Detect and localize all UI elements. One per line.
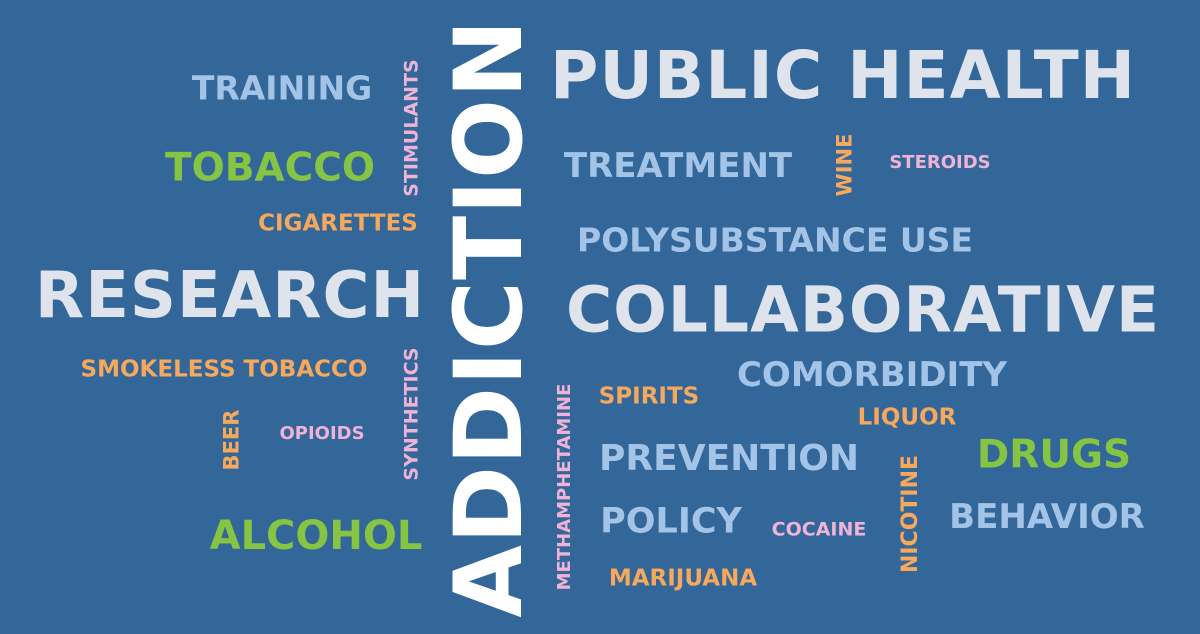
word-smokeless-tobacco: SMOKELESS TOBACCO	[80, 356, 368, 383]
word-synthetics: SYNTHETICS	[400, 347, 423, 481]
word-behavior: BEHAVIOR	[949, 497, 1145, 537]
word-opioids: OPIOIDS	[279, 423, 365, 444]
word-nicotine: NICOTINE	[898, 454, 923, 574]
word-research: RESEARCH	[34, 259, 426, 333]
word-polysubstance-use: POLYSUBSTANCE USE	[577, 220, 973, 260]
word-marijuana: MARIJUANA	[608, 565, 758, 592]
word-stimulants: STIMULANTS	[400, 59, 423, 197]
word-collaborative: COLLABORATIVE	[566, 273, 1160, 347]
word-tobacco: TOBACCO	[164, 145, 376, 191]
word-prevention: PREVENTION	[599, 438, 859, 479]
word-comorbidity: COMORBIDITY	[736, 355, 1008, 395]
word-public-health: PUBLIC HEALTH	[549, 37, 1137, 114]
word-cocaine: COCAINE	[771, 518, 867, 541]
word-beer: BEER	[219, 409, 244, 471]
word-alcohol: ALCOHOL	[209, 513, 423, 559]
word-addiction: ADDICTION	[435, 18, 544, 618]
word-wine: WINE	[832, 133, 857, 197]
word-spirits: SPIRITS	[598, 383, 700, 410]
word-drugs: DRUGS	[976, 432, 1132, 478]
word-steroids: STEROIDS	[889, 152, 991, 173]
word-cigarettes: CIGARETTES	[258, 210, 418, 237]
word-methamphetamine: METHAMPHETAMINE	[554, 383, 575, 591]
word-treatment: TREATMENT	[563, 146, 793, 186]
word-policy: POLICY	[600, 501, 742, 542]
word-training: TRAINING	[191, 68, 373, 108]
word-liquor: LIQUOR	[857, 404, 957, 431]
